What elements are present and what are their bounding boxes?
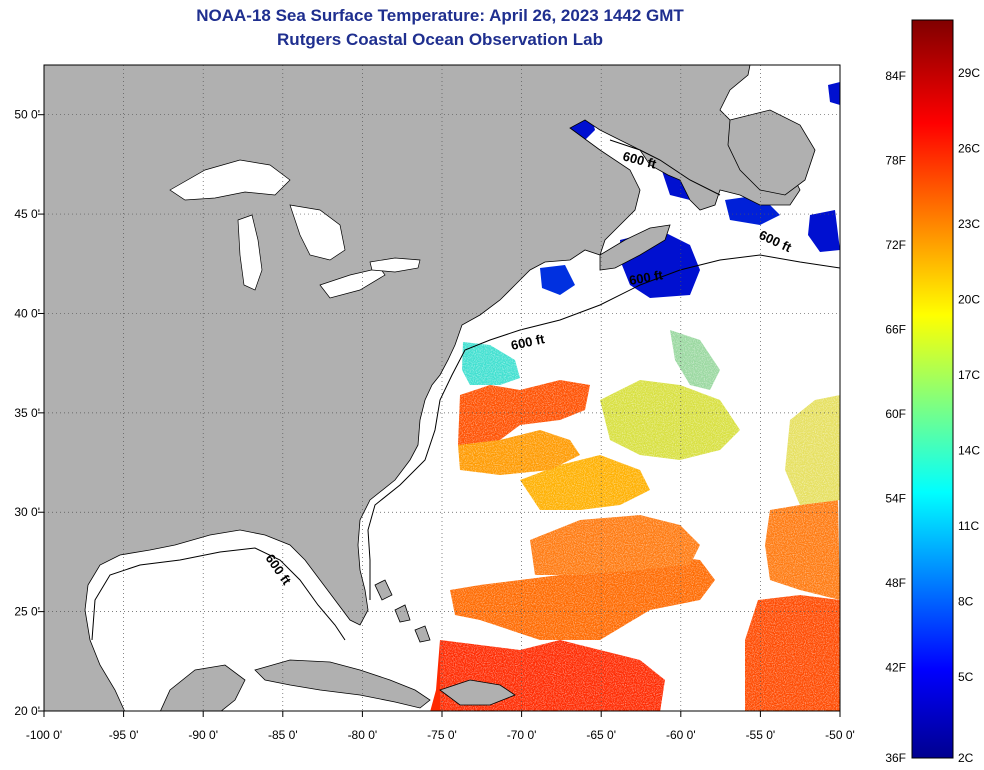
colorbar-label-fahrenheit: 84F <box>885 69 906 83</box>
land-cuba <box>254 659 431 709</box>
map-subtitle: Rutgers Coastal Ocean Observation Lab <box>277 30 603 49</box>
lat-tick-label: 45 0' <box>14 207 40 221</box>
colorbar-label-celsius: 14C <box>958 444 980 458</box>
lon-tick-label: -100 0' <box>26 728 62 742</box>
lon-tick-label: -95 0' <box>109 728 139 742</box>
colorbar-label-celsius: 26C <box>958 142 980 156</box>
colorbar-label-fahrenheit: 36F <box>885 751 906 765</box>
sst-patch-grand-banks <box>808 210 840 252</box>
colorbar-label-celsius: 2C <box>958 751 974 765</box>
colorbar-label-celsius: 29C <box>958 66 980 80</box>
colorbar-label-celsius: 5C <box>958 670 974 684</box>
land <box>44 65 816 711</box>
colorbar-label-fahrenheit: 66F <box>885 323 906 337</box>
colorbar-label-fahrenheit: 42F <box>885 661 906 675</box>
lake-erie <box>319 267 386 299</box>
lake-ontario <box>369 257 421 273</box>
lat-tick-label: 20 0' <box>14 704 40 718</box>
colorbar-label-celsius: 20C <box>958 293 980 307</box>
cloud-speckle <box>440 330 840 711</box>
lat-tick-label: 30 0' <box>14 505 40 519</box>
colorbar-label-celsius: 11C <box>958 519 979 533</box>
lon-tick-label: -55 0' <box>746 728 776 742</box>
lon-tick-label: -90 0' <box>188 728 218 742</box>
land-newfoundland <box>727 109 816 196</box>
longitude-axis: -100 0' -95 0' -90 0' -85 0' -80 0' -75 0' -70… <box>26 711 855 742</box>
lat-tick-label: 40 0' <box>14 306 40 320</box>
sst-patch-gulf-maine <box>540 265 575 295</box>
contour-600ft <box>91 254 840 641</box>
colorbar-label-celsius: 17C <box>958 368 980 382</box>
lon-tick-label: -50 0' <box>825 728 855 742</box>
colorbar: 84F 78F 72F 66F 60F 54F 48F 42F 36F 29C 26C 23C 20C… <box>885 19 980 765</box>
colorbar-label-fahrenheit: 72F <box>885 238 906 252</box>
graticule <box>44 65 840 711</box>
contour-label-georges: 600 ft <box>628 267 665 288</box>
lat-tick-label: 25 0' <box>14 605 40 619</box>
land-yucatan <box>160 664 246 711</box>
colorbar-label-celsius: 23C <box>958 217 980 231</box>
sst-patch-labrador <box>828 82 840 105</box>
lake-superior <box>169 159 291 201</box>
lon-tick-label: -80 0' <box>348 728 378 742</box>
land-north-america <box>44 65 801 711</box>
lon-tick-label: -70 0' <box>507 728 537 742</box>
lon-tick-label: -60 0' <box>666 728 696 742</box>
land-nova-scotia <box>599 224 671 271</box>
contour-600ft-gulf-stlawrence <box>609 139 721 196</box>
lon-tick-label: -85 0' <box>268 728 298 742</box>
map-title: NOAA-18 Sea Surface Temperature: April 2… <box>196 6 684 25</box>
lon-tick-label: -75 0' <box>427 728 457 742</box>
colorbar-label-fahrenheit: 60F <box>885 407 906 421</box>
colorbar-label-fahrenheit: 78F <box>885 154 906 168</box>
land-hispaniola <box>439 679 516 706</box>
land-bahamas <box>374 579 431 643</box>
latitude-axis: 50 0' 45 0' 40 0' 35 0' 30 0' 25 0' 20 0' <box>14 108 44 718</box>
lon-tick-label: -65 0' <box>586 728 616 742</box>
colorbar-label-fahrenheit: 48F <box>885 576 906 590</box>
lake-huron <box>289 204 346 261</box>
lat-tick-label: 35 0' <box>14 406 40 420</box>
colorbar-label-fahrenheit: 54F <box>885 492 906 506</box>
lake-michigan <box>237 214 263 291</box>
colorbar-gradient <box>911 19 954 759</box>
contour-label-midatlantic: 600 ft <box>510 331 547 353</box>
colorbar-label-celsius: 8C <box>958 595 974 609</box>
great-lakes <box>169 159 421 299</box>
lat-tick-label: 50 0' <box>14 108 40 122</box>
